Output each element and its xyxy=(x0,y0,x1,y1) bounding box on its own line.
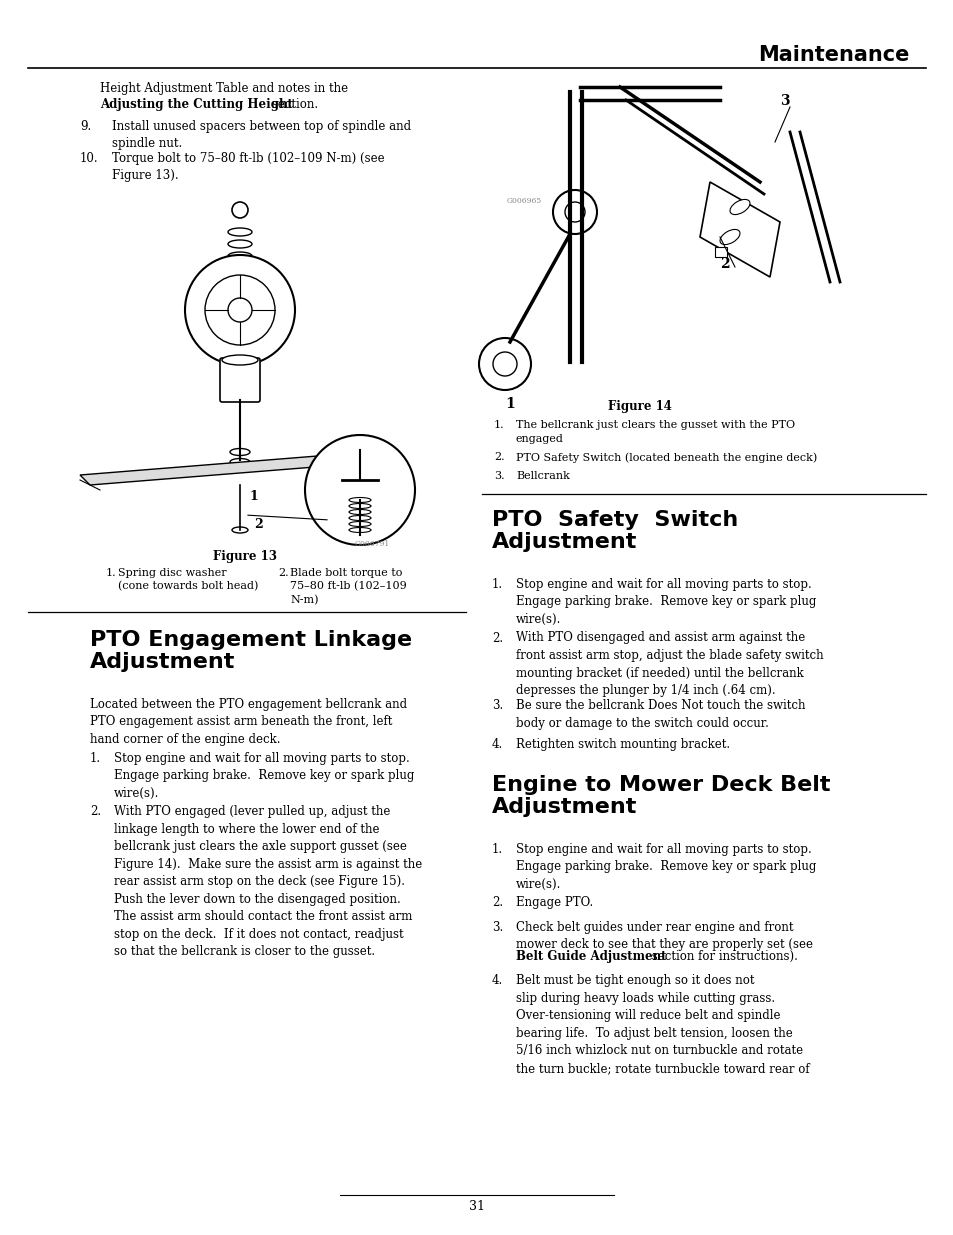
Ellipse shape xyxy=(232,527,248,534)
Ellipse shape xyxy=(228,252,252,261)
Text: 3.: 3. xyxy=(492,921,503,934)
Text: Check belt guides under rear engine and front
mower deck to see that they are pr: Check belt guides under rear engine and … xyxy=(516,921,812,951)
Text: PTO  Safety  Switch
Adjustment: PTO Safety Switch Adjustment xyxy=(492,510,738,552)
Text: 31: 31 xyxy=(469,1200,484,1213)
Text: Be sure the bellcrank Does Not touch the switch
body or damage to the switch cou: Be sure the bellcrank Does Not touch the… xyxy=(516,699,804,730)
Ellipse shape xyxy=(349,515,371,520)
Text: 2.: 2. xyxy=(90,805,101,819)
Text: 2.: 2. xyxy=(492,631,502,645)
Text: section.: section. xyxy=(268,98,317,111)
Text: 2: 2 xyxy=(720,257,729,270)
Ellipse shape xyxy=(230,448,250,456)
FancyBboxPatch shape xyxy=(220,358,260,403)
Text: 4.: 4. xyxy=(492,739,503,752)
Text: 3.: 3. xyxy=(494,471,504,480)
Text: Stop engine and wait for all moving parts to stop.
Engage parking brake.  Remove: Stop engine and wait for all moving part… xyxy=(516,578,816,626)
Text: 3.: 3. xyxy=(492,699,503,713)
Text: 2.: 2. xyxy=(494,452,504,462)
Ellipse shape xyxy=(349,510,371,515)
Text: 1.: 1. xyxy=(492,844,502,856)
Circle shape xyxy=(553,190,597,233)
Text: Engage PTO.: Engage PTO. xyxy=(516,897,593,909)
Ellipse shape xyxy=(228,264,252,272)
Text: Height Adjustment Table and notes in the: Height Adjustment Table and notes in the xyxy=(100,82,348,95)
Ellipse shape xyxy=(720,230,740,245)
Text: Figure 13: Figure 13 xyxy=(213,550,276,563)
Circle shape xyxy=(205,275,274,345)
Ellipse shape xyxy=(349,527,371,532)
Text: 1.: 1. xyxy=(492,578,502,592)
Text: 1.: 1. xyxy=(106,568,116,578)
Bar xyxy=(714,247,726,257)
Text: Blade bolt torque to
75–80 ft-lb (102–109
N-m): Blade bolt torque to 75–80 ft-lb (102–10… xyxy=(290,568,406,605)
Text: 9.: 9. xyxy=(80,120,91,133)
Text: Located between the PTO engagement bellcrank and
PTO engagement assist arm benea: Located between the PTO engagement bellc… xyxy=(90,698,407,746)
Text: With PTO engaged (lever pulled up, adjust the
linkage length to where the lower : With PTO engaged (lever pulled up, adjus… xyxy=(113,805,422,958)
Ellipse shape xyxy=(228,228,252,236)
Text: Engine to Mower Deck Belt
Adjustment: Engine to Mower Deck Belt Adjustment xyxy=(492,776,830,818)
Text: Bellcrank: Bellcrank xyxy=(516,471,569,480)
Text: Torque bolt to 75–80 ft-lb (102–109 N-m) (see
Figure 13).: Torque bolt to 75–80 ft-lb (102–109 N-m)… xyxy=(112,152,384,182)
Ellipse shape xyxy=(349,521,371,526)
Ellipse shape xyxy=(230,458,250,466)
Text: 4.: 4. xyxy=(492,974,503,988)
Text: Maintenance: Maintenance xyxy=(758,44,909,65)
Text: Retighten switch mounting bracket.: Retighten switch mounting bracket. xyxy=(516,739,729,752)
Circle shape xyxy=(232,203,248,219)
Text: 1.: 1. xyxy=(494,420,504,430)
Ellipse shape xyxy=(228,240,252,248)
Text: 1.: 1. xyxy=(90,752,101,764)
Text: PTO Safety Switch (located beneath the engine deck): PTO Safety Switch (located beneath the e… xyxy=(516,452,817,463)
Polygon shape xyxy=(80,454,339,485)
Text: Spring disc washer
(cone towards bolt head): Spring disc washer (cone towards bolt he… xyxy=(118,568,258,592)
Text: With PTO disengaged and assist arm against the
front assist arm stop, adjust the: With PTO disengaged and assist arm again… xyxy=(516,631,822,697)
Text: 10.: 10. xyxy=(80,152,98,165)
Circle shape xyxy=(493,352,517,375)
Text: Belt must be tight enough so it does not
slip during heavy loads while cutting g: Belt must be tight enough so it does not… xyxy=(516,974,809,1074)
Text: 2.: 2. xyxy=(277,568,289,578)
Circle shape xyxy=(478,338,531,390)
Text: 1: 1 xyxy=(504,396,515,411)
Ellipse shape xyxy=(349,498,371,503)
Text: G006965: G006965 xyxy=(506,198,541,205)
Text: 3: 3 xyxy=(780,94,789,107)
Text: 1: 1 xyxy=(250,490,258,503)
Text: The bellcrank just clears the gusset with the PTO
engaged: The bellcrank just clears the gusset wit… xyxy=(516,420,794,443)
Text: Install unused spacers between top of spindle and
spindle nut.: Install unused spacers between top of sp… xyxy=(112,120,411,149)
Text: 2.: 2. xyxy=(492,897,502,909)
Polygon shape xyxy=(700,182,780,277)
Circle shape xyxy=(305,435,415,545)
Text: Stop engine and wait for all moving parts to stop.
Engage parking brake.  Remove: Stop engine and wait for all moving part… xyxy=(516,844,816,890)
Text: Figure 14: Figure 14 xyxy=(607,400,671,412)
Ellipse shape xyxy=(729,199,749,215)
Text: section for instructions).: section for instructions). xyxy=(647,950,797,963)
Text: G006791: G006791 xyxy=(355,540,390,548)
Circle shape xyxy=(185,254,294,366)
Circle shape xyxy=(228,298,252,322)
Text: Stop engine and wait for all moving parts to stop.
Engage parking brake.  Remove: Stop engine and wait for all moving part… xyxy=(113,752,414,800)
Text: 2: 2 xyxy=(253,517,262,531)
Text: Belt Guide Adjustment: Belt Guide Adjustment xyxy=(516,950,666,963)
Ellipse shape xyxy=(349,504,371,509)
Ellipse shape xyxy=(222,354,257,366)
Circle shape xyxy=(564,203,584,222)
Text: Adjusting the Cutting Height: Adjusting the Cutting Height xyxy=(100,98,293,111)
Text: PTO Engagement Linkage
Adjustment: PTO Engagement Linkage Adjustment xyxy=(90,630,412,672)
